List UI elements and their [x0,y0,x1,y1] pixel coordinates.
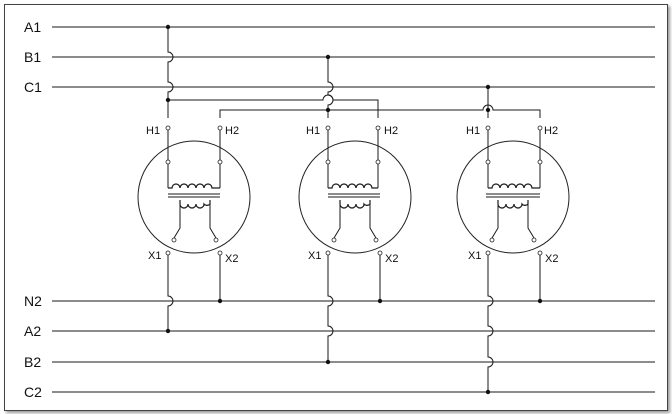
t2-h2-terminal [375,125,381,131]
t3-h2-label: H2 [544,125,558,137]
t2-x1-inner-terminal [331,237,337,243]
junction-a1-t1 [165,24,171,30]
delta-link-2-3 [328,104,541,118]
t1-secondary-leads [173,204,217,239]
t2-x2-inner-terminal [373,237,379,243]
delta-link-1-2 [168,94,379,118]
t1-h2-terminal [217,125,223,131]
t2-x1-terminal [325,250,331,256]
bus-label-c1: C1 [24,79,42,95]
t3-x1-inner-terminal [489,237,495,243]
bus-label-a1: A1 [24,19,41,35]
t2-h1-terminal [325,125,331,131]
junction-b2-t2 [325,359,331,365]
t3-core-circle [456,140,570,254]
t2-secondary-coil [339,200,371,209]
t1-h1-inner-terminal [165,159,171,165]
delta-link-3-1 [219,109,328,118]
junction-n2-t1 [217,298,223,304]
t3-primary-leads [487,130,541,188]
junction-c1-t3 [485,84,491,90]
t3-primary-coil [488,183,540,189]
t3-secondary-coil [497,200,529,209]
junction-c2-t3 [485,389,491,395]
t2-x1-label: X1 [308,250,321,262]
t2-h1-inner-terminal [325,159,331,165]
junction-delta-t2 [325,107,331,113]
t3-h1-inner-terminal [485,159,491,165]
t1-h2-inner-terminal [217,159,223,165]
junction-n2-t2 [377,298,383,304]
t1-x1-label: X1 [148,250,161,262]
junction-delta-t1 [165,97,171,103]
t2-x2-label: X2 [385,253,398,265]
t3-x1-label: X1 [468,250,481,262]
t3-x2-terminal [537,250,543,256]
t3-x1-terminal [485,250,491,256]
t3-h2-inner-terminal [537,159,543,165]
t3-secondary-leads [491,204,535,239]
t1-core-circle [137,140,251,254]
junction-delta-t3 [485,107,491,113]
bus-labels: A1 B1 C1 N2 A2 B2 C2 [24,19,42,400]
primary-delta-links [168,94,541,118]
t1-secondary-coil [179,200,211,209]
t1-h1-feed [167,27,174,118]
junction-b1-t2 [325,54,331,60]
transformer-2: H1 H2 X1 X2 [298,57,412,362]
t1-h1-terminal [165,125,171,131]
t1-primary-coil [168,183,220,189]
t3-x2-inner-terminal [531,237,537,243]
bus-label-b1: B1 [24,49,41,65]
transformer-1: H1 H2 X1 X2 [137,27,251,331]
t3-h1-terminal [485,125,491,131]
t3-x2-label: X2 [545,253,558,265]
t3-h2-terminal [537,125,543,131]
transformer-3: H1 H2 X1 X2 [456,87,570,392]
bus-label-n2: N2 [24,293,42,309]
diagram-frame [4,4,668,411]
t2-secondary-leads [333,204,377,239]
t2-primary-coil [328,183,378,189]
t1-x1-inner-terminal [171,237,177,243]
junction-dots [165,24,543,395]
t1-h1-label: H1 [146,125,160,137]
t1-h2-label: H2 [225,125,239,137]
bus-label-b2: B2 [24,354,41,370]
t1-x-leads [167,252,221,331]
bus-lines [52,26,655,393]
t3-h1-label: H1 [466,125,480,137]
t2-primary-leads [327,130,379,188]
t2-h1-feed [327,57,334,118]
t2-h2-inner-terminal [375,159,381,165]
junction-n2-t3 [537,298,543,304]
t2-h2-label: H2 [384,125,398,137]
t1-x2-inner-terminal [213,237,219,243]
junction-a2-t1 [165,328,171,334]
t1-x1-terminal [165,250,171,256]
t2-h1-label: H1 [306,125,320,137]
t3-x-leads [487,252,541,392]
t1-primary-leads [167,130,221,188]
t2-x-leads [327,252,381,362]
t2-x2-terminal [377,250,383,256]
t2-core-circle [298,140,412,254]
t1-x2-terminal [217,250,223,256]
bus-label-c2: C2 [24,384,42,400]
bus-label-a2: A2 [24,323,41,339]
t1-x2-label: X2 [225,253,238,265]
